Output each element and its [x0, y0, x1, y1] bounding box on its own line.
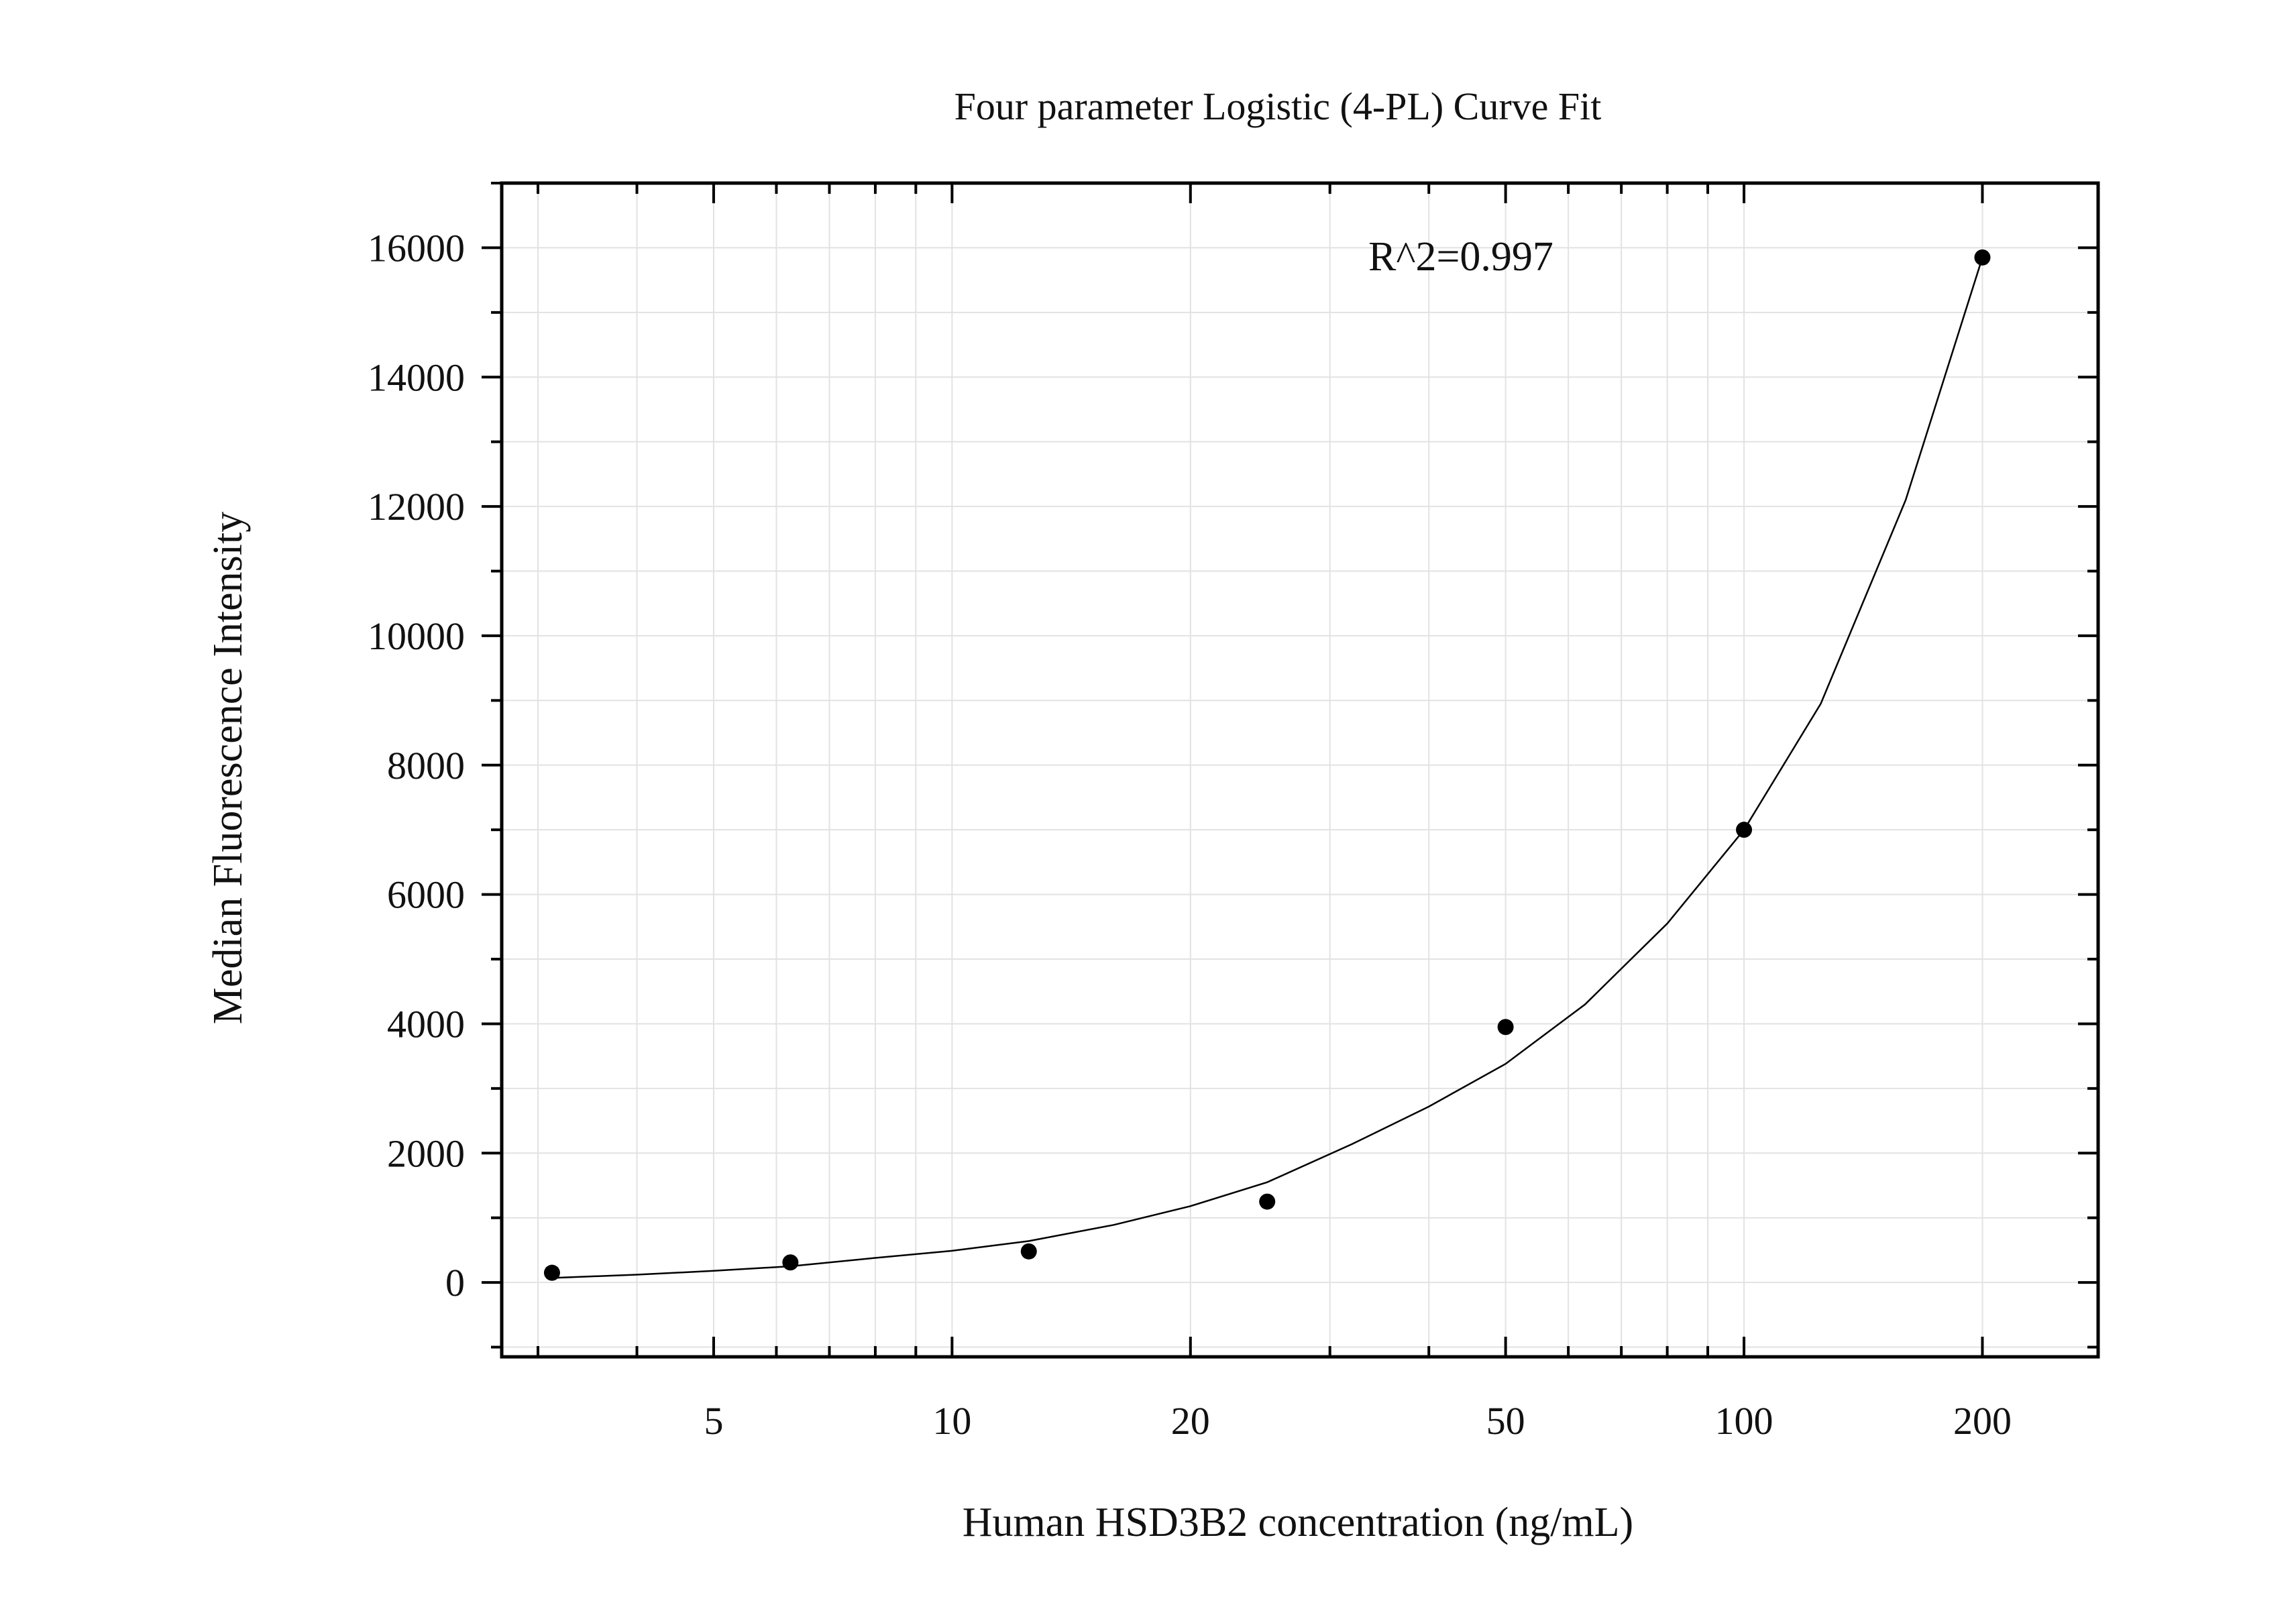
- y-tick-label: 14000: [368, 355, 465, 399]
- data-point: [1974, 249, 1991, 266]
- ticks-layer: 5 10 20 50 100 200020004000600080001000012000…: [368, 182, 2098, 1443]
- plot-frame: [500, 181, 2100, 1359]
- x-tick-label: 100: [1715, 1399, 1773, 1443]
- data-point: [543, 1264, 560, 1281]
- x-tick-label: 50: [1486, 1399, 1525, 1443]
- x-tick-label: 20: [1171, 1399, 1210, 1443]
- y-tick-label: 10000: [368, 614, 465, 658]
- fit-curve: [551, 257, 1983, 1279]
- y-tick-label: 8000: [387, 744, 465, 787]
- data-point: [782, 1254, 799, 1271]
- data-point: [1736, 822, 1753, 838]
- x-tick-label: 10: [932, 1399, 971, 1443]
- x-tick-label: 5: [704, 1399, 723, 1443]
- r-squared-annotation: R^2=0.997: [1368, 234, 1553, 280]
- y-tick-label: 6000: [387, 873, 465, 917]
- data-point: [1259, 1193, 1276, 1210]
- y-tick-label: 2000: [387, 1131, 465, 1175]
- axes-layer: [500, 181, 2100, 1359]
- y-axis-label: Median Fluorescence Intensity: [205, 512, 251, 1024]
- grid-layer: [502, 183, 2098, 1357]
- curve-layer: [551, 257, 1983, 1279]
- x-axis-label: Human HSD3B2 concentration (ng/mL): [963, 1500, 1633, 1545]
- data-point: [1497, 1019, 1514, 1036]
- y-tick-label: 0: [445, 1261, 465, 1305]
- x-tick-label: 200: [1953, 1399, 2012, 1443]
- y-tick-label: 12000: [368, 485, 465, 529]
- data-point: [1020, 1243, 1037, 1260]
- y-tick-label: 4000: [387, 1002, 465, 1046]
- points-layer: [543, 249, 1991, 1281]
- chart-title: Four parameter Logistic (4-PL) Curve Fit: [954, 85, 1602, 128]
- y-tick-label: 16000: [368, 226, 465, 270]
